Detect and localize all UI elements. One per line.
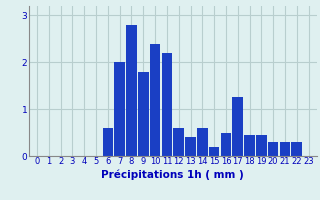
Bar [292, 142, 302, 156]
Bar [103, 128, 113, 156]
Bar [244, 135, 255, 156]
Bar [220, 133, 231, 156]
Bar [280, 142, 290, 156]
Bar [138, 72, 148, 156]
Bar [126, 25, 137, 156]
Bar [197, 128, 208, 156]
Bar [232, 97, 243, 156]
Bar [114, 62, 125, 156]
Bar [150, 44, 160, 156]
X-axis label: Précipitations 1h ( mm ): Précipitations 1h ( mm ) [101, 169, 244, 180]
Bar [185, 137, 196, 156]
Bar [173, 128, 184, 156]
Bar [209, 147, 220, 156]
Bar [162, 53, 172, 156]
Bar [256, 135, 267, 156]
Bar [268, 142, 278, 156]
